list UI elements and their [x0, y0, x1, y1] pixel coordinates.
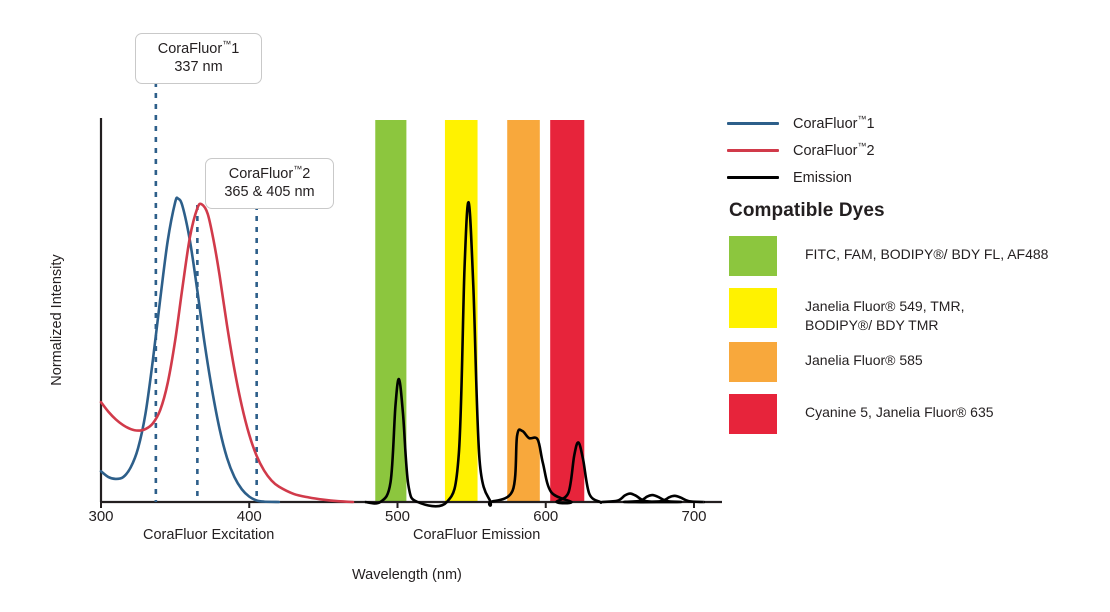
curve-corafluor1 [99, 196, 281, 504]
x-tick-label-700: 700 [681, 508, 707, 525]
emission-band-0 [375, 120, 407, 502]
x-axis-ticks [100, 502, 695, 508]
dye-swatch-green [729, 236, 777, 276]
emission-band-1 [444, 120, 478, 502]
dye-item-red: Cyanine 5, Janelia Fluor® 635 [729, 394, 994, 434]
dye-label-red: Cyanine 5, Janelia Fluor® 635 [805, 404, 994, 420]
callout-corafluor2: CoraFluor™2 365 & 405 nm [205, 158, 334, 210]
x-tick-label-500: 500 [384, 508, 411, 525]
curve-emission [364, 201, 706, 508]
x-tick-label-300: 300 [88, 508, 114, 525]
dye-item-orange: Janelia Fluor® 585 [729, 342, 923, 382]
legend-label-emission: Emission [793, 169, 852, 186]
legend-label-corafluor1: CoraFluor™1 [793, 113, 875, 132]
excitation-marker-lines [154, 82, 258, 502]
dye-item-green: FITC, FAM, BODIPY®/ BDY FL, AF488 [729, 236, 1048, 276]
legend-item-emission: Emission [727, 164, 1102, 191]
callout2-line1: CoraFluor™2 [228, 164, 311, 182]
curve-corafluor2 [99, 202, 355, 504]
legend-swatch-corafluor2 [727, 149, 779, 152]
x-tick-label-400: 400 [236, 508, 262, 525]
dye-swatch-yellow [729, 288, 777, 328]
callout-corafluor1: CoraFluor™1 337 nm [135, 33, 262, 85]
dye-swatch-orange [729, 342, 777, 382]
dye-label-yellow: Janelia Fluor® 549, TMR, BODIPY®/ BDY TMR [805, 298, 965, 333]
legend-item-corafluor1: CoraFluor™1 [727, 110, 1102, 137]
callout1-line1: CoraFluor™1 [157, 39, 240, 57]
legend-swatch-emission [727, 176, 779, 179]
axis-group [99, 118, 722, 504]
dye-swatch-red [729, 394, 777, 434]
emission-region-label: CoraFluor Emission [413, 527, 541, 543]
legend-label-corafluor2: CoraFluor™2 [793, 140, 875, 159]
excitation-region-label: CoraFluor Excitation [143, 527, 275, 543]
dye-label-green: FITC, FAM, BODIPY®/ BDY FL, AF488 [805, 246, 1049, 262]
x-axis-title: Wavelength (nm) [352, 567, 462, 583]
emission-band-3 [550, 120, 585, 502]
compatible-dyes-heading: Compatible Dyes [729, 200, 885, 221]
emission-bands-group [375, 120, 585, 502]
legend-item-corafluor2: CoraFluor™2 [727, 137, 1102, 164]
callout1-line2: 337 nm [174, 59, 223, 76]
dye-item-yellow: Janelia Fluor® 549, TMR, BODIPY®/ BDY TMR [729, 288, 964, 335]
emission-band-2 [507, 120, 540, 502]
dye-label-orange: Janelia Fluor® 585 [805, 352, 923, 368]
callout2-line2: 365 & 405 nm [224, 184, 315, 201]
x-tick-label-600: 600 [533, 508, 559, 525]
y-axis-title: Normalized Intensity [49, 254, 65, 386]
spectra-curves [99, 196, 706, 508]
series-legend: CoraFluor™1 CoraFluor™2 Emission [727, 110, 1102, 191]
legend-swatch-corafluor1 [727, 122, 779, 125]
